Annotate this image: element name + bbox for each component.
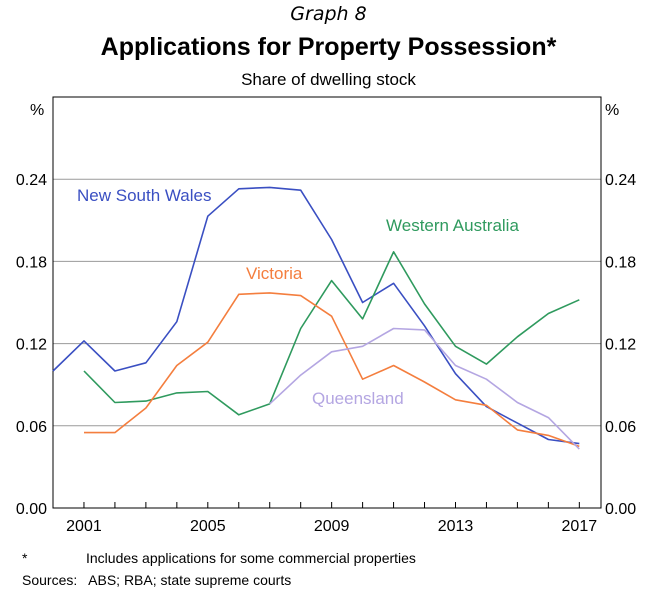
series-line bbox=[84, 292, 580, 448]
footnote-text: Includes applications for some commercia… bbox=[86, 550, 416, 566]
sources-note: Sources: ABS; RBA; state supreme courts bbox=[22, 572, 292, 588]
y-tick-label-right: 0.18 bbox=[605, 254, 636, 271]
series-label: Queensland bbox=[312, 389, 404, 408]
y-unit-left: % bbox=[30, 102, 44, 119]
x-tick-label: 2017 bbox=[562, 518, 598, 535]
y-tick-label-left: 0.06 bbox=[16, 419, 47, 436]
footnote: * Includes applications for some commerci… bbox=[22, 550, 416, 566]
x-tick-label: 2001 bbox=[66, 518, 102, 535]
y-tick-label-right: 0.24 bbox=[605, 172, 636, 189]
x-tick-label: 2005 bbox=[190, 518, 226, 535]
series-label: Victoria bbox=[246, 264, 303, 283]
y-tick-label-left: 0.12 bbox=[16, 337, 47, 354]
y-tick-label-right: 0.12 bbox=[605, 337, 636, 354]
x-tick-label: 2009 bbox=[314, 518, 350, 535]
y-tick-label-left: 0.00 bbox=[16, 501, 47, 518]
chart-title: Applications for Property Possession* bbox=[100, 33, 557, 61]
footnote-marker: * bbox=[22, 550, 28, 566]
series-line bbox=[83, 251, 580, 416]
chart-subtitle: Share of dwelling stock bbox=[241, 70, 416, 89]
graph-number: Graph 8 bbox=[290, 3, 367, 25]
series-line bbox=[269, 327, 580, 450]
y-tick-label-left: 0.24 bbox=[16, 172, 47, 189]
y-tick-label-right: 0.06 bbox=[605, 419, 636, 436]
plot-frame bbox=[52, 96, 602, 509]
y-tick-label-right: 0.00 bbox=[605, 501, 636, 518]
y-unit-right: % bbox=[605, 102, 619, 119]
y-tick-label-left: 0.18 bbox=[16, 254, 47, 271]
series-label: Western Australia bbox=[386, 216, 519, 235]
x-tick-label: 2013 bbox=[438, 518, 474, 535]
series-label: New South Wales bbox=[77, 186, 211, 205]
